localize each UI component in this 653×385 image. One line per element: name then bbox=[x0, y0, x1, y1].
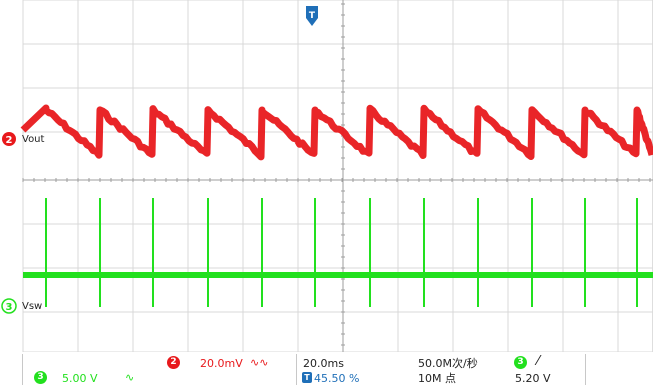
graticule-border bbox=[22, 0, 653, 353]
trigger-position-value[interactable]: 45.50 % bbox=[314, 372, 360, 385]
ch2-marker-number: 2 bbox=[6, 135, 13, 146]
status-divider bbox=[585, 354, 586, 385]
ch2-scale-value[interactable]: 20.0mV bbox=[200, 357, 243, 370]
graticule-grid bbox=[22, 0, 653, 353]
record-length: 10M 点 bbox=[418, 372, 456, 385]
trigger-position-icon: T bbox=[302, 372, 312, 383]
ch2-vout-waveform bbox=[20, 104, 653, 161]
ch3-channel-label: Vsw bbox=[22, 301, 42, 312]
trigger-level[interactable]: 5.20 V bbox=[515, 372, 551, 385]
ch3-coupling-icon: ∿ bbox=[125, 371, 135, 384]
ch3-marker-number: 3 bbox=[6, 302, 13, 313]
status-bar bbox=[0, 352, 653, 385]
ch2-scale-badge[interactable]: 2 bbox=[167, 356, 180, 369]
ch2-sawtooth-trace bbox=[20, 104, 653, 161]
timebase-scale[interactable]: 20.0ms bbox=[303, 357, 344, 370]
status-divider bbox=[296, 354, 297, 385]
rising-edge-icon: ⁄ bbox=[537, 354, 540, 369]
trigger-position-label: T bbox=[309, 11, 316, 21]
ch3-vsw-waveform bbox=[23, 198, 653, 307]
status-divider bbox=[22, 354, 23, 385]
trigger-position-marker[interactable]: T bbox=[306, 6, 318, 26]
ch3-scale-badge[interactable]: 3 bbox=[34, 371, 47, 384]
ch3-marker[interactable]: 3 Vsw bbox=[1, 298, 42, 314]
ch2-coupling-icon: ∿∿ bbox=[250, 356, 269, 369]
sample-rate: 50.0M次/秒 bbox=[418, 357, 478, 370]
ch3-scale-value[interactable]: 5.00 V bbox=[62, 372, 98, 385]
ch2-channel-label: Vout bbox=[22, 134, 45, 145]
trigger-source-badge[interactable]: 3 bbox=[514, 356, 527, 369]
ch2-marker[interactable]: 2 Vout bbox=[2, 132, 45, 146]
